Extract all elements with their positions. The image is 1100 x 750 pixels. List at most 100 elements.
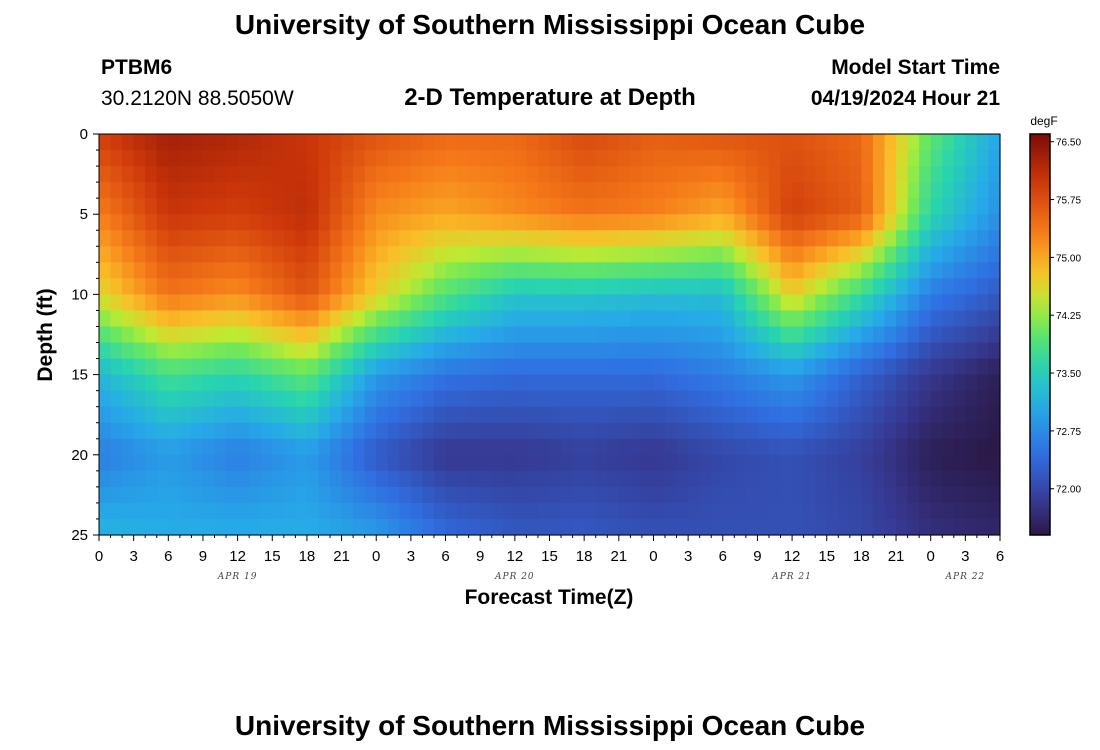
heatmap-cell bbox=[676, 246, 689, 263]
heatmap-cell bbox=[549, 246, 562, 263]
heatmap-cell bbox=[572, 278, 585, 295]
heatmap-cell bbox=[330, 278, 343, 295]
heatmap-cell bbox=[872, 214, 886, 231]
heatmap-cell bbox=[306, 486, 320, 504]
heatmap-cell bbox=[226, 134, 239, 151]
heatmap-cell bbox=[480, 230, 493, 247]
heatmap-cell bbox=[445, 246, 458, 263]
heatmap-cell bbox=[618, 182, 631, 199]
heatmap-cell bbox=[376, 438, 389, 456]
heatmap-cell bbox=[584, 198, 597, 215]
station-coordinates: 30.2120N 88.5050W bbox=[101, 87, 294, 110]
heatmap-cell bbox=[202, 454, 216, 472]
heatmap-cell bbox=[330, 358, 343, 376]
heatmap-cell bbox=[537, 294, 551, 312]
heatmap-cell bbox=[491, 278, 504, 295]
heatmap-cell bbox=[399, 150, 412, 167]
colorbar-tick-label: 72.75 bbox=[1056, 427, 1081, 438]
heatmap-cell bbox=[792, 214, 805, 231]
heatmap-cell bbox=[930, 198, 943, 215]
heatmap-cell bbox=[607, 166, 620, 183]
heatmap-cell bbox=[953, 262, 966, 279]
heatmap-cell bbox=[826, 470, 839, 488]
heatmap-cell bbox=[630, 310, 643, 328]
x-tick-label: 0 bbox=[927, 548, 935, 565]
heatmap-cell bbox=[919, 294, 932, 312]
model-start-value: 04/19/2024 Hour 21 bbox=[810, 87, 1000, 110]
heatmap-cell bbox=[191, 390, 204, 408]
heatmap-cell bbox=[514, 310, 527, 328]
heatmap-cell bbox=[896, 422, 909, 440]
heatmap-cell bbox=[676, 278, 689, 295]
heatmap-cell bbox=[584, 358, 597, 376]
heatmap-cell bbox=[387, 406, 400, 424]
heatmap-cell bbox=[884, 390, 897, 408]
heatmap-cell bbox=[665, 486, 678, 504]
heatmap-cell bbox=[399, 278, 412, 295]
heatmap-cell bbox=[688, 166, 701, 183]
heatmap-cell bbox=[849, 454, 862, 472]
heatmap-cell bbox=[480, 358, 493, 376]
heatmap-cell bbox=[711, 470, 724, 488]
heatmap-cell bbox=[526, 326, 539, 344]
heatmap-cell bbox=[330, 134, 343, 151]
heatmap-cell bbox=[572, 214, 585, 231]
heatmap-cell bbox=[399, 454, 412, 472]
heatmap-cell bbox=[156, 390, 169, 408]
heatmap-cell bbox=[353, 214, 366, 231]
heatmap-cell bbox=[561, 454, 574, 472]
heatmap-cell bbox=[641, 198, 655, 215]
heatmap-cell bbox=[630, 518, 643, 536]
heatmap-cell bbox=[861, 326, 874, 344]
heatmap-cell bbox=[283, 230, 296, 247]
heatmap-cell bbox=[214, 342, 227, 360]
heatmap-cell bbox=[653, 214, 666, 231]
heatmap-cell bbox=[919, 374, 932, 392]
heatmap-cell bbox=[976, 182, 990, 199]
heatmap-cell bbox=[653, 422, 666, 440]
heatmap-cell bbox=[260, 214, 273, 231]
heatmap-cell bbox=[433, 454, 447, 472]
heatmap-cell bbox=[237, 150, 250, 167]
heatmap-cell bbox=[988, 438, 1001, 456]
heatmap-cell bbox=[249, 134, 262, 151]
heatmap-cell bbox=[480, 134, 493, 151]
heatmap-cell bbox=[676, 214, 689, 231]
heatmap-cell bbox=[537, 374, 551, 392]
heatmap-cell bbox=[849, 470, 862, 488]
heatmap-cell bbox=[641, 342, 655, 360]
heatmap-cell bbox=[237, 358, 250, 376]
heatmap-cell bbox=[122, 166, 135, 183]
heatmap-cell bbox=[595, 246, 608, 263]
heatmap-cell bbox=[792, 438, 805, 456]
heatmap-cell bbox=[965, 246, 978, 263]
heatmap-cell bbox=[803, 502, 816, 520]
heatmap-cell bbox=[641, 390, 655, 408]
heatmap-cell bbox=[653, 486, 666, 504]
heatmap-cell bbox=[688, 342, 701, 360]
heatmap-cell bbox=[930, 502, 943, 520]
heatmap-cell bbox=[156, 182, 169, 199]
heatmap-cell bbox=[468, 326, 481, 344]
heatmap-cell bbox=[445, 214, 458, 231]
heatmap-cell bbox=[942, 422, 955, 440]
heatmap-cell bbox=[907, 470, 920, 488]
heatmap-cell bbox=[699, 518, 712, 536]
heatmap-cell bbox=[110, 422, 123, 440]
heatmap-cell bbox=[584, 278, 597, 295]
heatmap-cell bbox=[410, 486, 424, 504]
heatmap-cell bbox=[919, 262, 932, 279]
heatmap-cell bbox=[330, 214, 343, 231]
heatmap-cell bbox=[618, 502, 631, 520]
heatmap-cell bbox=[133, 262, 146, 279]
heatmap-cell bbox=[872, 342, 886, 360]
heatmap-cell bbox=[122, 470, 135, 488]
heatmap-cell bbox=[607, 182, 620, 199]
heatmap-cell bbox=[99, 406, 112, 424]
heatmap-cell bbox=[965, 278, 978, 295]
y-tick-label: 15 bbox=[71, 367, 88, 384]
heatmap-cell bbox=[988, 166, 1001, 183]
heatmap-cell bbox=[861, 310, 874, 328]
heatmap-cell bbox=[399, 294, 412, 312]
heatmap-cell bbox=[156, 262, 169, 279]
